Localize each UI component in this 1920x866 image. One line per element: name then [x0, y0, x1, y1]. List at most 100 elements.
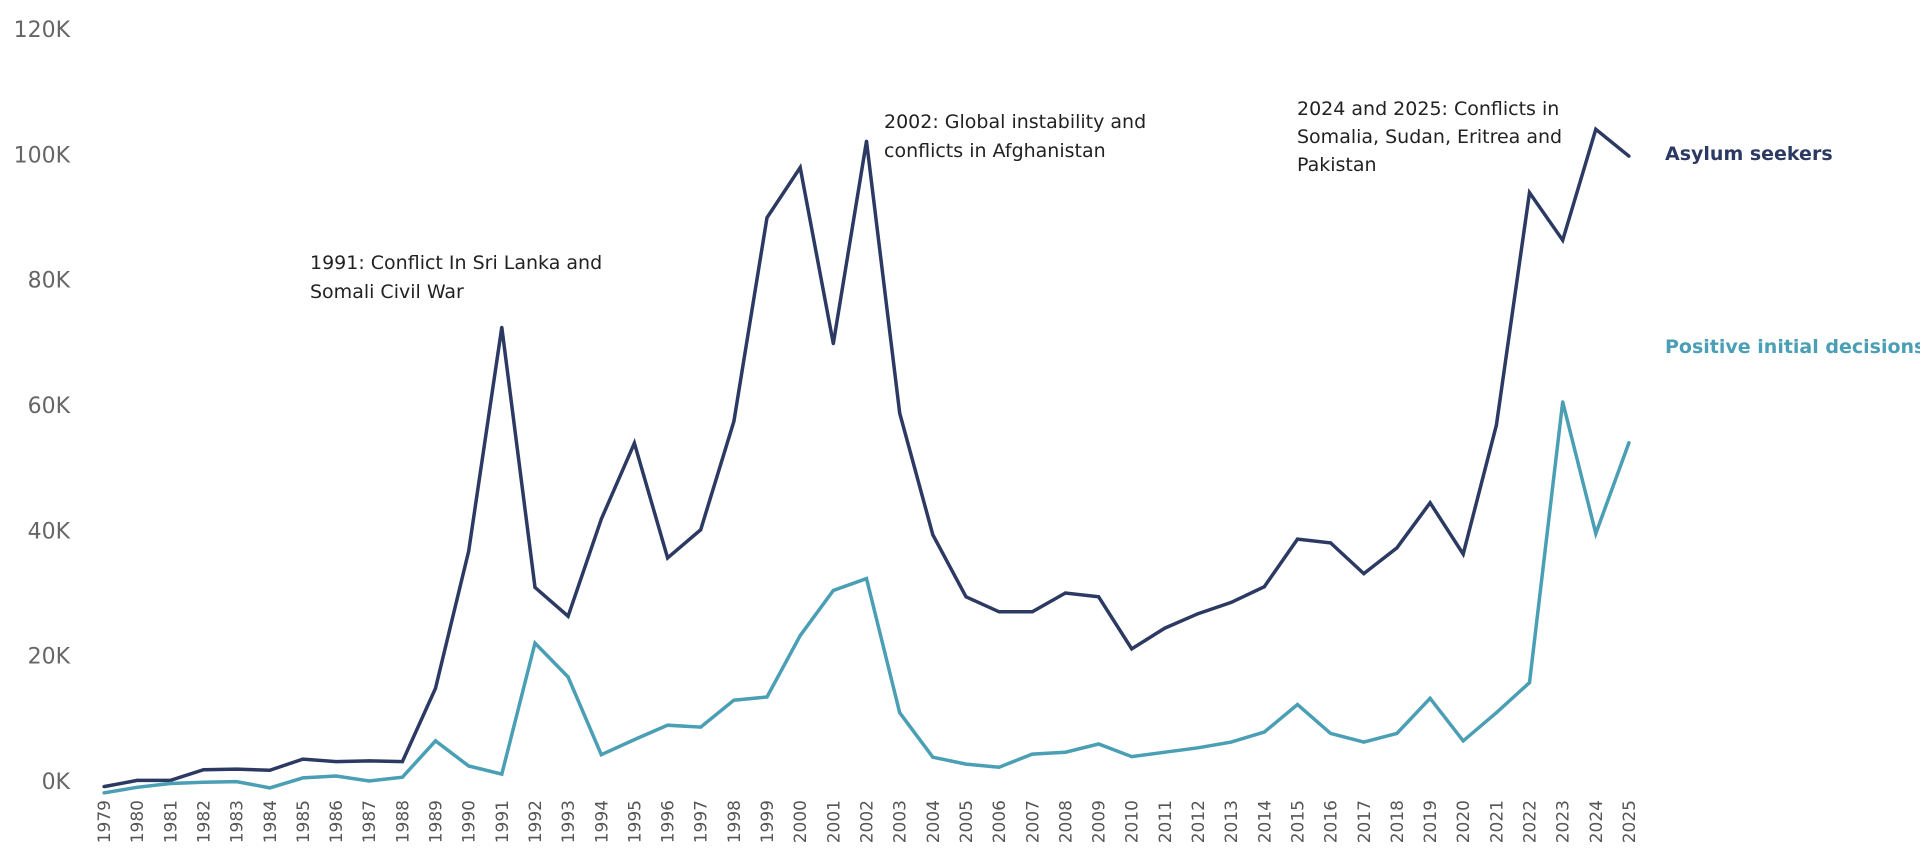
data-point [1329, 541, 1333, 545]
data-point [367, 779, 371, 783]
data-point [599, 753, 603, 757]
data-point [433, 686, 438, 690]
x-tick-label: 2019 [1421, 800, 1441, 843]
data-point [1461, 739, 1465, 743]
data-point [168, 778, 172, 783]
data-point [1428, 696, 1432, 700]
data-point [898, 411, 902, 415]
x-tick-label: 2014 [1255, 800, 1275, 843]
data-point [666, 723, 670, 727]
data-point [500, 772, 504, 776]
data-point [898, 711, 902, 715]
data-point [964, 595, 968, 599]
data-point [1163, 626, 1167, 630]
data-point [1130, 755, 1134, 759]
legend-label-positive-initial-decisions: Positive initial decisions [1665, 336, 1920, 358]
data-point [467, 549, 471, 553]
x-tick-label: 2004 [924, 800, 944, 843]
x-tick-label: 1990 [460, 800, 480, 843]
x-tick-label: 2008 [1056, 800, 1076, 843]
data-point [1030, 752, 1034, 756]
data-point [931, 755, 935, 759]
data-point [1461, 552, 1465, 556]
data-point [1329, 731, 1333, 736]
x-tick-label: 2020 [1454, 800, 1474, 843]
x-tick-label: 2015 [1288, 800, 1308, 843]
data-point [201, 780, 206, 784]
data-point [1196, 746, 1200, 750]
data-point [599, 517, 603, 521]
series-line-1 [103, 401, 1631, 795]
data-point [1494, 711, 1498, 715]
x-tick-label: 1982 [194, 800, 214, 843]
data-point [1428, 501, 1432, 505]
data-point [1527, 681, 1532, 685]
x-tick-label: 2012 [1189, 800, 1209, 843]
data-point [268, 786, 272, 790]
data-point [997, 610, 1001, 614]
x-tick-label: 2021 [1487, 800, 1507, 843]
x-tick-label: 1980 [128, 800, 148, 843]
data-point [632, 738, 637, 742]
data-point [864, 139, 869, 143]
data-point [433, 739, 438, 743]
x-tick-label: 2002 [858, 800, 878, 843]
x-tick-label: 1991 [493, 800, 513, 843]
data-point [566, 614, 570, 618]
data-point [1561, 400, 1565, 404]
data-point [201, 768, 206, 772]
data-point [334, 774, 338, 778]
x-tick-label: 2013 [1222, 800, 1242, 843]
x-tick-label: 2016 [1322, 800, 1342, 843]
x-tick-label: 1995 [625, 800, 645, 843]
legend-label-asylum-seekers: Asylum seekers [1665, 143, 1833, 165]
x-tick-label: 1987 [360, 800, 380, 843]
data-point [666, 556, 670, 560]
data-point [102, 785, 106, 789]
x-tick-label: 2011 [1156, 800, 1176, 843]
data-point [367, 759, 371, 763]
series-lines [102, 126, 1631, 795]
x-tick-label: 2023 [1554, 800, 1574, 843]
annotation-1991: 1991: Conflict In Sri Lanka and Somali C… [310, 252, 608, 303]
data-point [135, 778, 139, 783]
data-point [1030, 610, 1034, 614]
data-point [798, 165, 802, 170]
data-point [1262, 730, 1266, 734]
data-point [732, 698, 736, 702]
x-tick-label: 1989 [427, 800, 447, 843]
x-tick-label: 2007 [1023, 800, 1043, 843]
data-point [699, 725, 703, 729]
data-point [1262, 585, 1266, 589]
data-point [1097, 742, 1101, 746]
x-tick-label: 2018 [1388, 800, 1408, 843]
data-point [1196, 612, 1200, 616]
data-point [632, 441, 637, 445]
x-tick-label: 1997 [692, 800, 712, 843]
x-tick-label: 2001 [824, 800, 844, 843]
data-point [135, 785, 139, 789]
data-point [1627, 154, 1631, 158]
x-tick-label: 1994 [592, 800, 612, 843]
data-point [334, 760, 338, 764]
x-tick-label: 2000 [791, 800, 811, 843]
data-point [533, 585, 537, 590]
x-tick-label: 1984 [261, 800, 281, 843]
data-point [1627, 441, 1631, 445]
x-tick-label: 2005 [957, 800, 977, 843]
x-tick-label: 1992 [526, 800, 546, 843]
data-point [765, 695, 769, 699]
x-tick-label: 2017 [1355, 800, 1375, 843]
x-tick-label: 1985 [294, 800, 314, 843]
data-point [301, 757, 305, 761]
y-tick-label: 120K [14, 18, 71, 43]
data-point [732, 419, 736, 423]
series-line-0 [103, 126, 1631, 789]
data-point [1362, 740, 1366, 744]
x-tick-label: 2010 [1123, 800, 1143, 843]
x-tick-label: 2009 [1090, 800, 1110, 843]
data-point [400, 775, 404, 779]
y-axis: 0K 20K 40K 60K 80K 100K 120K [14, 18, 71, 795]
y-tick-label: 60K [28, 394, 71, 419]
